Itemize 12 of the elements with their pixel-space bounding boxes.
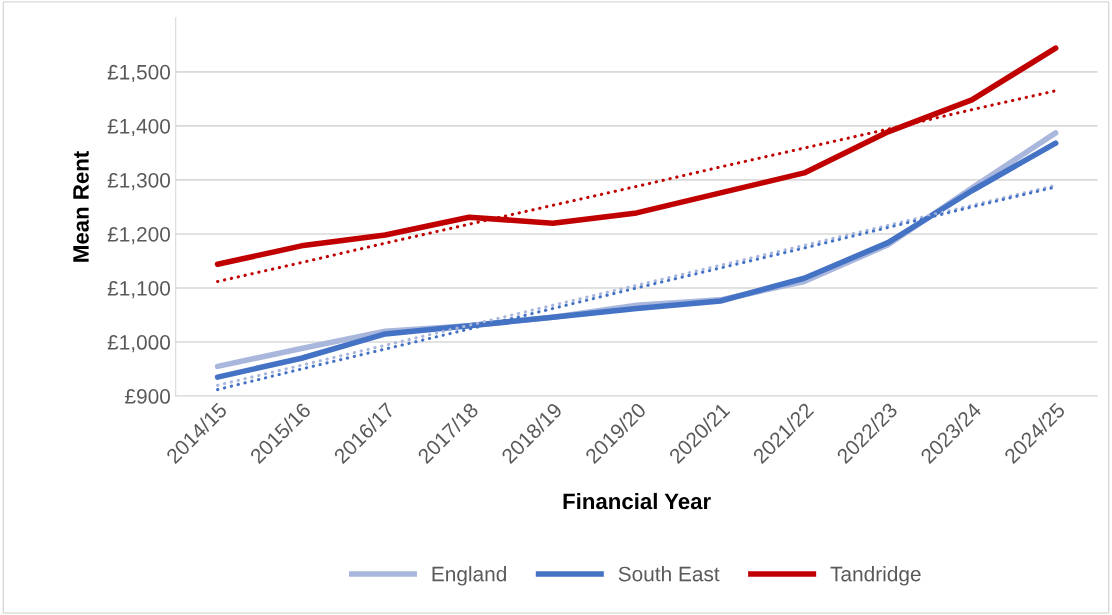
- y-tick-label: £1,500: [107, 64, 171, 83]
- legend-label: South East: [618, 566, 720, 582]
- y-tick-label: £1,300: [107, 172, 171, 191]
- y-tick-label: £1,400: [107, 118, 171, 137]
- legend-label: England: [432, 566, 506, 586]
- y-axis-title: Mean Rent: [73, 151, 89, 262]
- legend-label: Tandridge: [830, 566, 921, 586]
- y-tick-label: £1,200: [107, 226, 171, 245]
- y-tick-label: £900: [125, 389, 171, 404]
- y-tick-label: £1,100: [107, 281, 171, 299]
- y-tick-label: £1,000: [107, 335, 171, 353]
- x-axis-title: Financial Year: [563, 492, 711, 510]
